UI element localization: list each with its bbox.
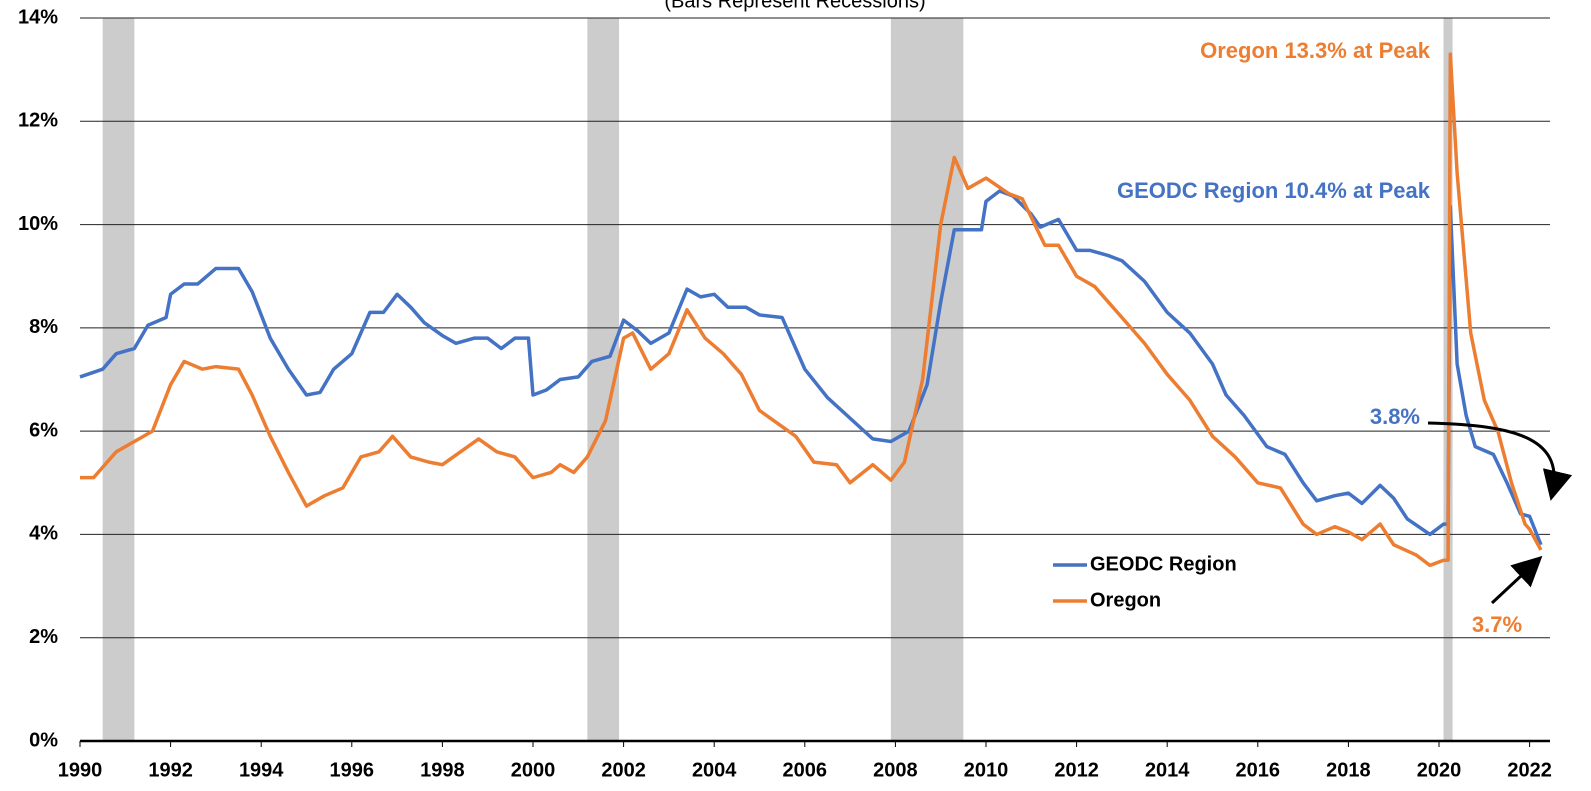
x-tick-label: 2014 [1145,759,1190,781]
x-tick-label: 1992 [148,759,193,781]
x-tick-label: 2006 [783,759,828,781]
annotation: Oregon 13.3% at Peak [1200,38,1431,63]
legend-label: GEODC Region [1090,553,1237,575]
recessions [102,18,1453,741]
y-tick-label: 2% [29,626,58,648]
x-tick-label: 2008 [873,759,918,781]
x-tick-label: 2004 [692,759,737,781]
grid [79,17,1550,747]
legend-label: Oregon [1090,589,1161,611]
lines [79,52,1543,568]
x-tick-label: 2012 [1054,759,1099,781]
series-line [79,189,1543,546]
x-tick-label: 2022 [1507,759,1552,781]
arrow [1427,421,1573,501]
y-tick-label: 0% [29,729,58,751]
y-tick-label: 6% [29,419,58,441]
recession-bar [102,18,135,741]
x-tick-label: 2020 [1417,759,1462,781]
arrow [1490,555,1543,605]
x-tick-label: 1996 [330,759,375,781]
subtitle: (Bars Represent Recessions) [664,0,925,12]
x-tick-label: 2000 [511,759,556,781]
y-tick-label: 10% [18,213,58,235]
x-tick-label: 2002 [601,759,646,781]
y-tick-label: 8% [29,316,58,338]
y-tick-label: 4% [29,523,58,545]
x-tick-label: 2018 [1326,759,1371,781]
annotation: 3.7% [1472,612,1522,637]
x-tick-label: 1990 [58,759,103,781]
x-tick-label: 1998 [420,759,465,781]
annotation: 3.8% [1370,404,1420,429]
annotation: GEODC Region 10.4% at Peak [1117,178,1431,203]
series-line [80,52,1543,568]
y-tick-label: 12% [18,110,58,132]
x-tick-label: 2016 [1236,759,1281,781]
x-tick-label: 2010 [964,759,1009,781]
x-tick-label: 1994 [239,759,284,781]
y-tick-label: 14% [18,6,58,28]
